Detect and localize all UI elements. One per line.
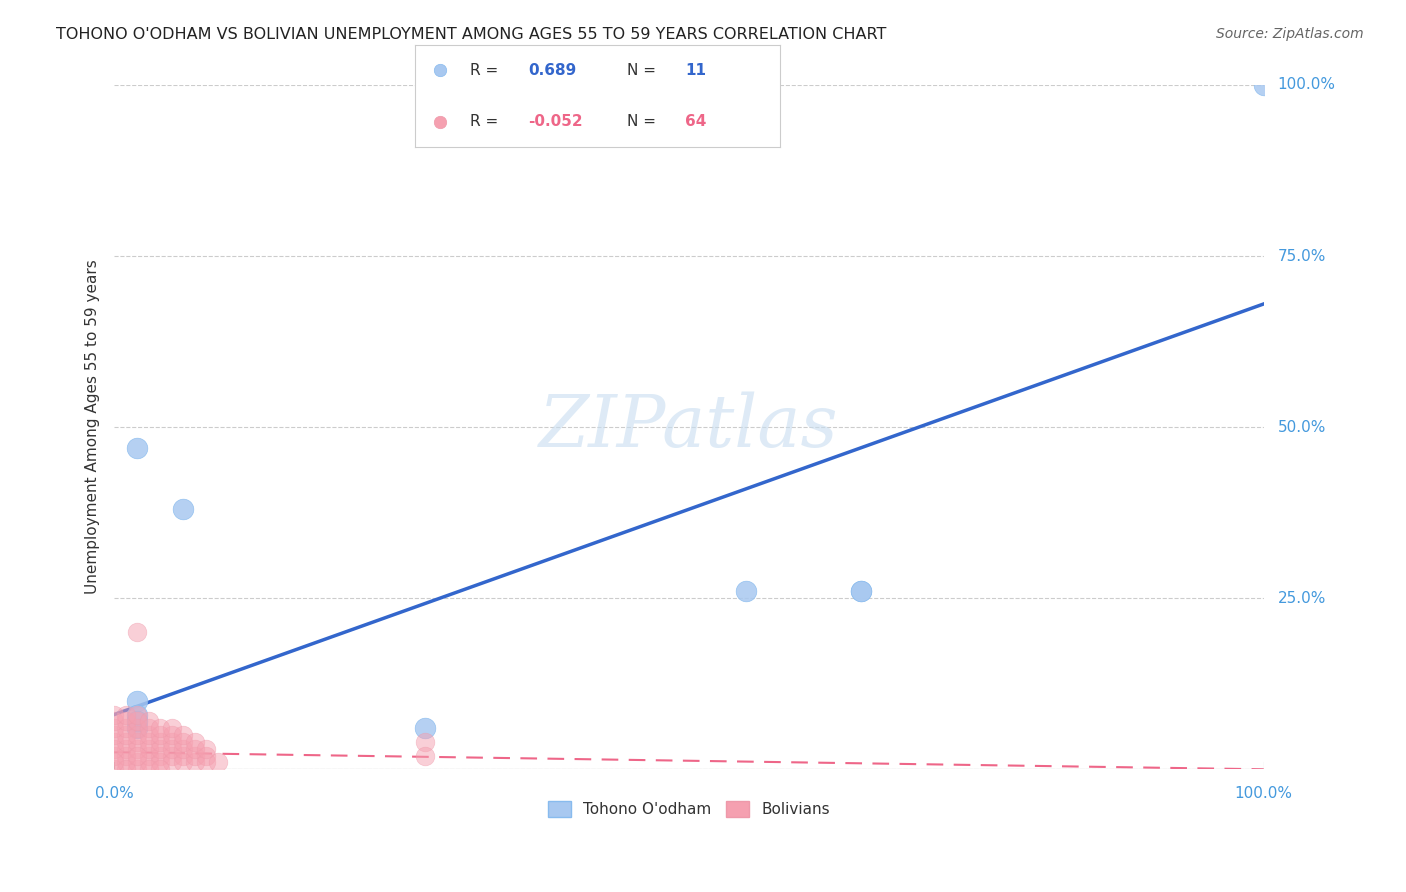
Point: [127, 441, 149, 455]
Y-axis label: Unemployment Among Ages 55 to 59 years: Unemployment Among Ages 55 to 59 years: [86, 260, 100, 594]
Point: [138, 756, 160, 770]
Point: [127, 625, 149, 640]
Point: [172, 502, 194, 516]
Point: [149, 728, 172, 742]
Point: [183, 756, 205, 770]
Point: [149, 741, 172, 756]
Point: [160, 721, 183, 735]
Point: [195, 748, 218, 763]
Point: [103, 721, 125, 735]
Text: N =: N =: [627, 62, 661, 78]
Text: 100.0%: 100.0%: [1278, 78, 1336, 93]
Point: [138, 762, 160, 776]
Point: [103, 762, 125, 776]
Text: R =: R =: [470, 62, 503, 78]
Point: [735, 584, 758, 599]
Point: [195, 741, 218, 756]
Point: [183, 741, 205, 756]
Text: ZIPatlas: ZIPatlas: [538, 392, 839, 462]
Point: [114, 721, 136, 735]
Point: [149, 762, 172, 776]
Text: -0.052: -0.052: [529, 114, 582, 129]
Point: [207, 756, 229, 770]
Point: [429, 63, 451, 78]
Point: [183, 735, 205, 749]
Point: [127, 762, 149, 776]
Point: [127, 714, 149, 729]
Text: 75.0%: 75.0%: [1278, 249, 1326, 263]
Point: [138, 714, 160, 729]
Point: [172, 735, 194, 749]
Point: [172, 728, 194, 742]
Point: [127, 707, 149, 722]
Point: [413, 721, 436, 735]
Point: [413, 735, 436, 749]
Point: [149, 735, 172, 749]
Point: [103, 741, 125, 756]
Point: [127, 721, 149, 735]
Point: [114, 741, 136, 756]
Point: [103, 707, 125, 722]
Point: [851, 584, 873, 599]
Point: [114, 756, 136, 770]
Point: [160, 756, 183, 770]
Point: [127, 741, 149, 756]
Point: [149, 748, 172, 763]
Text: 25.0%: 25.0%: [1278, 591, 1326, 606]
Point: [114, 728, 136, 742]
Point: [127, 748, 149, 763]
Point: [851, 584, 873, 599]
Point: [114, 735, 136, 749]
Point: [149, 756, 172, 770]
Legend: Tohono O'odham, Bolivians: Tohono O'odham, Bolivians: [541, 795, 837, 823]
Point: [160, 728, 183, 742]
Point: [413, 748, 436, 763]
Point: [103, 756, 125, 770]
Point: [138, 735, 160, 749]
Point: [114, 714, 136, 729]
Point: [1253, 78, 1275, 92]
Point: [114, 762, 136, 776]
Text: N =: N =: [627, 114, 661, 129]
Text: 50.0%: 50.0%: [1278, 419, 1326, 434]
Point: [114, 707, 136, 722]
Point: [172, 741, 194, 756]
Point: [429, 114, 451, 128]
Point: [103, 748, 125, 763]
Point: [172, 756, 194, 770]
Text: 64: 64: [685, 114, 707, 129]
Text: 0.689: 0.689: [529, 62, 576, 78]
Text: Source: ZipAtlas.com: Source: ZipAtlas.com: [1216, 27, 1364, 41]
Point: [114, 748, 136, 763]
Point: [138, 728, 160, 742]
Point: [149, 721, 172, 735]
Point: [195, 756, 218, 770]
Point: [127, 714, 149, 729]
Point: [138, 748, 160, 763]
Point: [160, 748, 183, 763]
Text: 11: 11: [685, 62, 706, 78]
Point: [103, 728, 125, 742]
Point: [183, 748, 205, 763]
Point: [138, 741, 160, 756]
Point: [127, 721, 149, 735]
Point: [103, 714, 125, 729]
Point: [138, 721, 160, 735]
Point: [127, 756, 149, 770]
Point: [172, 748, 194, 763]
Point: [127, 694, 149, 708]
Point: [127, 735, 149, 749]
Text: 0.0%: 0.0%: [94, 787, 134, 801]
Text: TOHONO O'ODHAM VS BOLIVIAN UNEMPLOYMENT AMONG AGES 55 TO 59 YEARS CORRELATION CH: TOHONO O'ODHAM VS BOLIVIAN UNEMPLOYMENT …: [56, 27, 887, 42]
Point: [160, 741, 183, 756]
Point: [127, 728, 149, 742]
Text: R =: R =: [470, 114, 503, 129]
Point: [127, 707, 149, 722]
Point: [160, 735, 183, 749]
Text: 100.0%: 100.0%: [1234, 787, 1292, 801]
Point: [103, 735, 125, 749]
